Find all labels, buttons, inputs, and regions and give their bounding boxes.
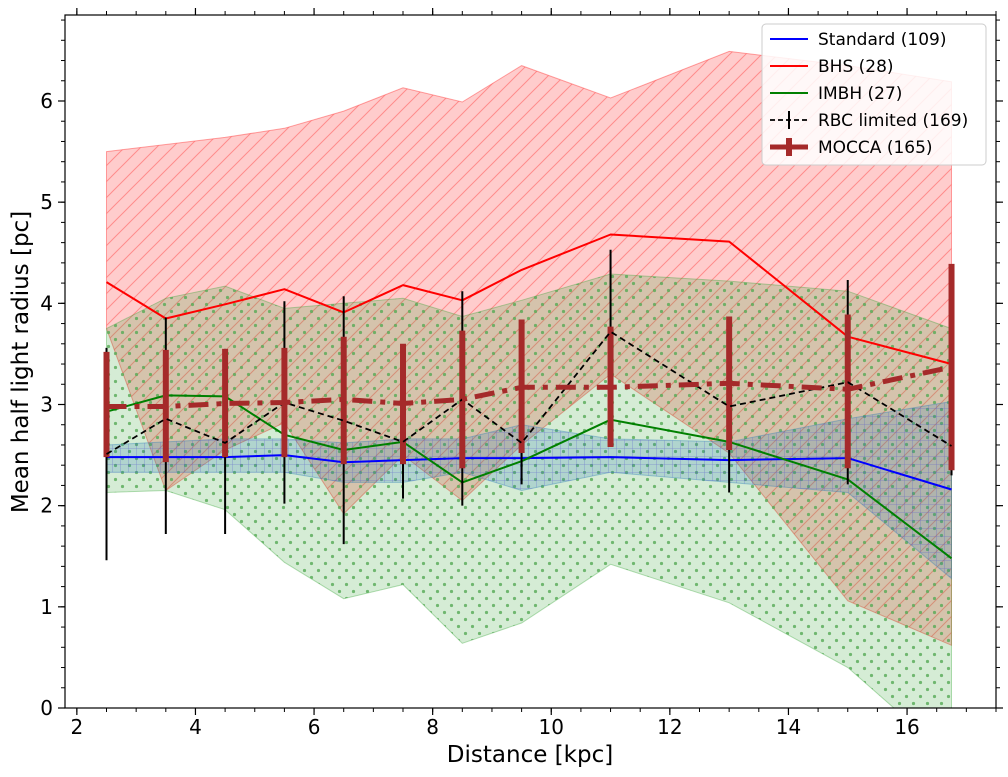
legend-label-bhs: BHS (28) bbox=[818, 57, 894, 77]
x-axis-label: Distance [kpc] bbox=[447, 742, 613, 768]
plot-frame bbox=[64, 14, 997, 709]
y-tick-label: 3 bbox=[40, 392, 53, 416]
imbh-band-hatch bbox=[106, 274, 952, 708]
legend-label-mocca: MOCCA (165) bbox=[818, 138, 933, 158]
y-tick-label: 5 bbox=[40, 190, 53, 214]
y-tick-label: 2 bbox=[40, 494, 53, 518]
x-tick-label: 14 bbox=[776, 715, 801, 739]
legend-label-imbh: IMBH (27) bbox=[818, 84, 902, 104]
standard-line bbox=[106, 454, 952, 491]
y-tick-label: 1 bbox=[40, 595, 53, 619]
y-tick-label: 6 bbox=[40, 89, 53, 113]
legend-box bbox=[761, 23, 987, 166]
imbh-line bbox=[106, 394, 953, 560]
legend-label-standard: Standard (109) bbox=[818, 30, 946, 50]
legend: Standard (109) BHS (28) IMBH (27) RBC limit… bbox=[761, 23, 987, 166]
y-axis-label: Mean half light radius [pc] bbox=[8, 211, 34, 513]
bhs-line bbox=[105, 233, 952, 365]
y-tick-label: 4 bbox=[40, 291, 53, 315]
x-tick-label: 10 bbox=[539, 715, 564, 739]
series-lines bbox=[105, 233, 953, 560]
x-tick-label: 16 bbox=[894, 715, 919, 739]
x-tick-label: 2 bbox=[70, 715, 83, 739]
x-tick-label: 4 bbox=[189, 715, 202, 739]
legend-label-rbc-limited: RBC limited (169) bbox=[818, 111, 968, 131]
x-tick-label: 12 bbox=[657, 715, 682, 739]
confidence-bands bbox=[106, 50, 952, 708]
x-tick-label: 8 bbox=[426, 715, 439, 739]
error-bars bbox=[103, 249, 955, 561]
x-tick-label: 6 bbox=[308, 715, 321, 739]
mocca-line bbox=[106, 364, 953, 409]
rbc-limited-line bbox=[106, 330, 952, 455]
y-tick-label: 0 bbox=[40, 696, 53, 720]
